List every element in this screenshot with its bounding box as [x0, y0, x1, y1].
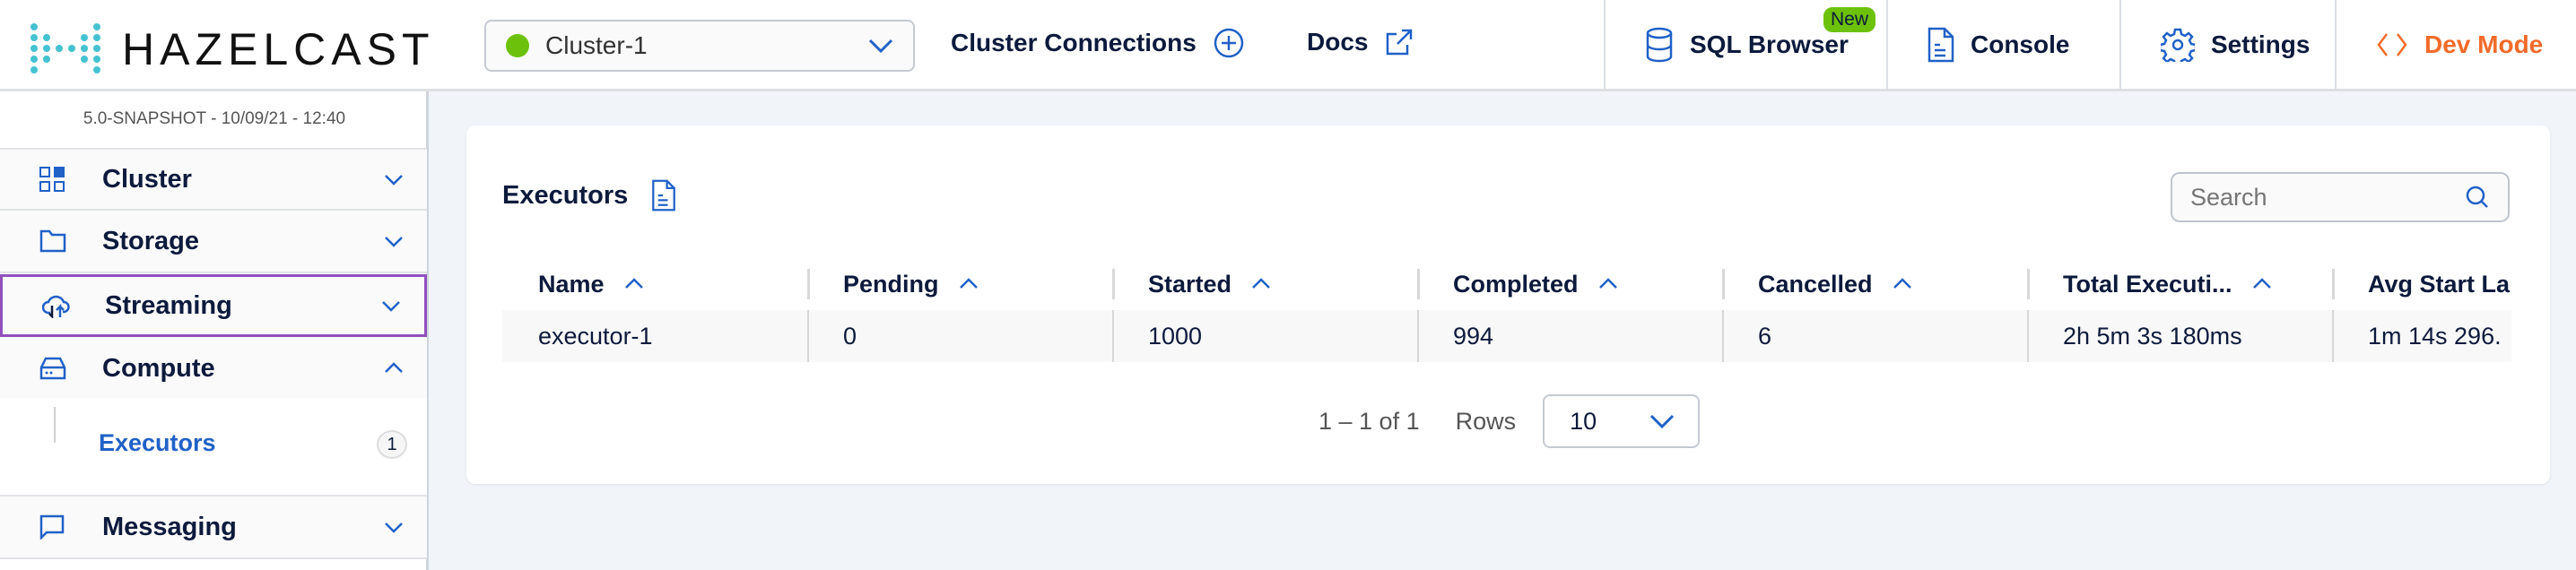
sort-ascending-icon[interactable] [1251, 278, 1271, 290]
sql-browser-button[interactable]: SQL Browser New [1604, 0, 1886, 90]
cluster-connections-label: Cluster Connections [951, 29, 1197, 56]
settings-button[interactable]: Settings [2119, 0, 2335, 90]
executors-table: Name Pending Started Completed Cancelled Tota… [502, 258, 2511, 362]
table-cell: 1000 [1112, 310, 1417, 362]
table-cell: 2h 5m 3s 180ms [2027, 310, 2332, 362]
sort-ascending-icon[interactable] [959, 278, 979, 290]
column-header[interactable]: Total Executi... [2027, 258, 2332, 310]
logo-text: HAZELCAST [122, 24, 435, 74]
chevron-down-icon [385, 175, 403, 186]
chevron-down-icon [1650, 414, 1675, 429]
page-title: Executors [502, 180, 629, 210]
executors-count-badge: 1 [377, 430, 407, 459]
docs-label: Docs [1307, 28, 1369, 56]
gear-icon [2161, 28, 2195, 62]
chevron-down-icon [382, 301, 400, 312]
rows-value: 10 [1570, 407, 1597, 435]
new-badge: New [1823, 7, 1876, 32]
sidebar-item-cluster[interactable]: Cluster [0, 148, 427, 211]
console-label: Console [1971, 30, 2070, 58]
column-label: Avg Start La [2368, 270, 2511, 298]
table-cell: 1m 14s 296. [2332, 310, 2511, 362]
table-cell: 994 [1417, 310, 1722, 362]
chevron-down-icon [385, 237, 403, 247]
settings-label: Settings [2211, 30, 2311, 58]
column-header[interactable]: Avg Start La [2332, 258, 2511, 310]
sidebar-item-storage[interactable]: Storage [0, 211, 427, 273]
column-label: Total Executi... [2063, 270, 2232, 298]
chevron-down-icon [868, 39, 893, 54]
sidebar-item-messaging[interactable]: Messaging [0, 497, 427, 559]
chevron-down-icon [385, 522, 403, 533]
cluster-status-dot [506, 34, 529, 57]
table-header: Name Pending Started Completed Cancelled Tota… [502, 258, 2511, 310]
column-header[interactable]: Name [502, 258, 807, 310]
sort-ascending-icon[interactable] [2252, 278, 2272, 290]
column-label: Started [1148, 270, 1232, 298]
version-label: 5.0-SNAPSHOT - 10/09/21 - 12:40 [83, 109, 346, 128]
folder-icon [39, 229, 66, 253]
table-cell: 6 [1722, 310, 2027, 362]
sidebar-item-compute[interactable]: Compute [0, 337, 427, 400]
cloud-upload-icon [42, 295, 70, 318]
cluster-connections-link[interactable]: Cluster Connections [951, 27, 1245, 59]
column-header[interactable]: Started [1112, 258, 1417, 310]
column-header[interactable]: Cancelled [1722, 258, 2027, 310]
search-icon[interactable] [2465, 185, 2490, 210]
card-title: Executors [502, 179, 676, 212]
pagination: 1 – 1 of 1 Rows 10 [1318, 394, 1701, 448]
plus-circle-icon [1214, 28, 1244, 58]
top-header: HAZELCAST Cluster-1 Cluster Connections … [0, 0, 2576, 91]
sort-ascending-icon[interactable] [1598, 278, 1618, 290]
column-header[interactable]: Completed [1417, 258, 1722, 310]
rows-label: Rows [1455, 407, 1517, 435]
console-button[interactable]: Console [1886, 0, 2119, 90]
sql-browser-label: SQL Browser [1690, 30, 1849, 58]
page-range: 1 – 1 of 1 [1318, 407, 1420, 435]
sort-ascending-icon[interactable] [1893, 278, 1912, 290]
sidebar-item-label: Messaging [102, 512, 237, 541]
compute-submenu: Executors 1 [0, 398, 427, 497]
column-label: Cancelled [1758, 270, 1873, 298]
grid-icon [39, 167, 65, 192]
executors-card: Executors Name Pending Started Completed Can… [466, 125, 2550, 484]
sidebar-subitem-executors[interactable]: Executors [99, 429, 216, 456]
docs-link[interactable]: Docs [1307, 27, 1414, 57]
column-label: Completed [1453, 270, 1579, 298]
cluster-name: Cluster-1 [545, 31, 648, 59]
table-cell: 0 [807, 310, 1112, 362]
column-label: Name [538, 270, 605, 298]
sidebar: 5.0-SNAPSHOT - 10/09/21 - 12:40 Cluster … [0, 91, 429, 570]
rows-per-page-select[interactable]: 10 [1543, 394, 1701, 448]
cluster-select[interactable]: Cluster-1 [484, 20, 915, 72]
table-cell: executor-1 [538, 322, 653, 350]
tree-line [54, 407, 56, 443]
search-field[interactable] [2171, 172, 2510, 222]
sidebar-item-label: Streaming [105, 290, 232, 320]
table-row[interactable]: executor-1 0 1000 994 6 2h 5m 3s 180ms 1m 14s … [502, 310, 2511, 362]
logo[interactable]: HAZELCAST [27, 22, 435, 77]
search-input[interactable] [2190, 183, 2441, 212]
code-icon [2377, 33, 2407, 56]
hazelcast-logo-icon [30, 23, 100, 73]
external-link-icon [1387, 29, 1413, 56]
chevron-up-icon [385, 362, 403, 373]
document-icon[interactable] [651, 179, 676, 212]
chat-icon [39, 514, 65, 540]
database-icon [1646, 27, 1673, 63]
column-header[interactable]: Pending [807, 258, 1112, 310]
sort-ascending-icon[interactable] [624, 278, 644, 290]
sidebar-item-streaming[interactable]: Streaming [0, 274, 427, 337]
document-icon [1928, 27, 1954, 63]
sidebar-item-label: Storage [102, 226, 199, 255]
column-label: Pending [843, 270, 939, 298]
sidebar-item-label: Compute [102, 353, 215, 383]
sidebar-item-label: Cluster [102, 164, 192, 194]
dev-mode-label: Dev Mode [2424, 30, 2544, 58]
dev-mode-button[interactable]: Dev Mode [2335, 0, 2576, 90]
hard-drive-icon [39, 357, 66, 380]
